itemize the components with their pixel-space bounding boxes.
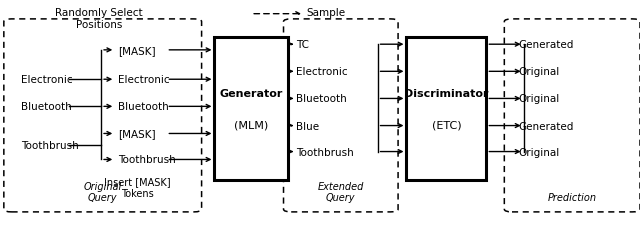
Text: Generated: Generated <box>518 40 574 50</box>
Text: Insert [MASK]
Tokens: Insert [MASK] Tokens <box>104 177 171 198</box>
Text: [MASK]: [MASK] <box>118 46 156 56</box>
Text: Toothbrush: Toothbrush <box>296 147 353 157</box>
Text: Electronic: Electronic <box>118 75 170 85</box>
FancyBboxPatch shape <box>4 20 202 212</box>
Text: Extended
Query: Extended Query <box>317 181 364 202</box>
Text: Original
Query: Original Query <box>84 181 122 202</box>
Text: Discriminator: Discriminator <box>404 88 489 98</box>
Text: Prediction: Prediction <box>548 193 596 202</box>
Text: (MLM): (MLM) <box>234 120 268 130</box>
Bar <box>406 38 486 180</box>
FancyBboxPatch shape <box>284 20 398 212</box>
Text: Original: Original <box>518 147 559 157</box>
Text: Blue: Blue <box>296 121 319 131</box>
Text: Sample: Sample <box>307 8 346 18</box>
Text: Bluetooth: Bluetooth <box>296 94 346 104</box>
FancyBboxPatch shape <box>504 20 640 212</box>
Text: Bluetooth: Bluetooth <box>118 102 169 112</box>
Text: Generated: Generated <box>518 121 574 131</box>
Bar <box>214 38 288 180</box>
Text: TC: TC <box>296 40 308 50</box>
Text: Bluetooth: Bluetooth <box>21 102 72 112</box>
Text: Original: Original <box>518 67 559 77</box>
Text: Electronic: Electronic <box>21 75 73 85</box>
Text: [MASK]: [MASK] <box>118 129 156 139</box>
Text: Randomly Select
Positions: Randomly Select Positions <box>56 8 143 29</box>
Text: Toothbrush: Toothbrush <box>21 140 79 150</box>
Text: Toothbrush: Toothbrush <box>118 155 176 165</box>
Text: Electronic: Electronic <box>296 67 348 77</box>
Text: Generator: Generator <box>220 88 283 98</box>
Text: (ETC): (ETC) <box>431 120 461 130</box>
Text: Original: Original <box>518 94 559 104</box>
